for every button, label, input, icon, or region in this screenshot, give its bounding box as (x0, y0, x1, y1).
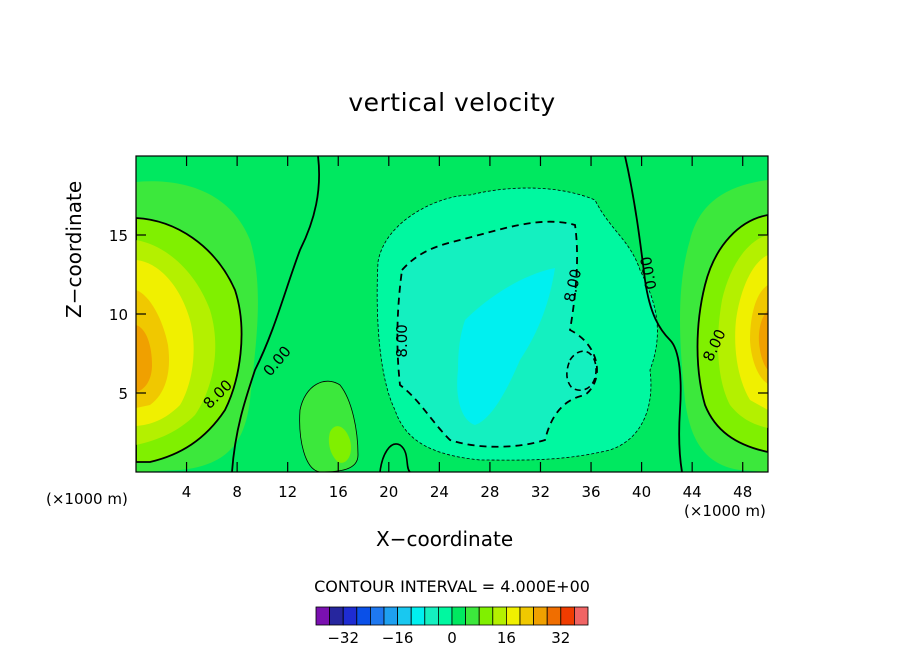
x-tick-label: 12 (278, 483, 297, 501)
x-tick-label: 48 (733, 483, 752, 501)
colorbar-tick-label: −32 (327, 629, 359, 647)
zero-contour-bottom (379, 443, 411, 472)
contour-label: 0.00 (637, 255, 661, 291)
y-axis-ticks: 5 10 15 (109, 227, 768, 403)
colorbar-swatch (410, 606, 426, 626)
colorbar-swatch (315, 606, 331, 626)
contour-interval-label: CONTOUR INTERVAL = 4.000E+00 (314, 577, 590, 596)
colorbar-tick-label: 0 (447, 629, 457, 647)
colorbar-swatch (492, 606, 507, 626)
x-tick-label: 32 (531, 483, 550, 501)
colorbar-swatch (465, 606, 480, 626)
downdraft-small-cell (566, 350, 597, 392)
colorbar-swatch (342, 606, 358, 626)
colorbar-tick-label: 32 (551, 629, 570, 647)
colorbar-swatch (519, 606, 535, 626)
colorbar-swatch (478, 606, 494, 626)
chart-title: vertical velocity (348, 88, 556, 117)
downdraft-core (457, 268, 555, 425)
x-axis-ticks: 4 8 12 16 20 24 28 32 36 40 44 48 (182, 156, 752, 501)
colorbar-swatch (397, 606, 412, 626)
x-tick-label: 36 (581, 483, 600, 501)
downdraft-contour-8 (396, 220, 598, 448)
x-tick-label: 20 (379, 483, 398, 501)
x-tick-label: 28 (480, 483, 499, 501)
colorbar-tick-label: −16 (382, 629, 414, 647)
x-tick-label: 40 (632, 483, 651, 501)
colorbar-swatch (560, 606, 575, 626)
zero-contour-right (624, 156, 683, 472)
colorbar-tick-label: 16 (497, 629, 516, 647)
colorbar-swatch (451, 606, 467, 626)
x-unit-label-left: (×1000 m) (46, 490, 128, 508)
x-axis-label: X−coordinate (376, 527, 514, 551)
x-unit-label-right: (×1000 m) (684, 502, 766, 520)
colorbar-swatch (546, 606, 562, 626)
plot-area (136, 156, 768, 472)
zero-contour-left (231, 156, 321, 472)
colorbar-swatch (505, 606, 521, 626)
colorbar-swatch (329, 606, 344, 626)
y-tick-label: 5 (118, 385, 128, 403)
colorbar-swatch (383, 606, 399, 626)
y-tick-label: 15 (109, 227, 128, 245)
x-tick-label: 44 (683, 483, 702, 501)
colorbar: −32 −16 0 16 32 (315, 606, 589, 647)
x-tick-label: 4 (182, 483, 192, 501)
colorbar-swatch (533, 606, 548, 626)
colorbar-swatch (574, 606, 589, 626)
x-tick-label: 16 (329, 483, 348, 501)
x-tick-label: 8 (232, 483, 242, 501)
contour-label: 8.00 (393, 324, 411, 357)
right-updraft-6 (758, 310, 768, 370)
colorbar-swatch (356, 606, 371, 626)
colorbar-swatch (437, 606, 453, 626)
x-tick-label: 24 (430, 483, 449, 501)
y-tick-label: 10 (109, 306, 128, 324)
small-updraft-core (328, 426, 352, 463)
colorbar-swatch (369, 606, 385, 626)
colorbar-swatch (424, 606, 439, 626)
left-updraft-6 (136, 325, 152, 392)
